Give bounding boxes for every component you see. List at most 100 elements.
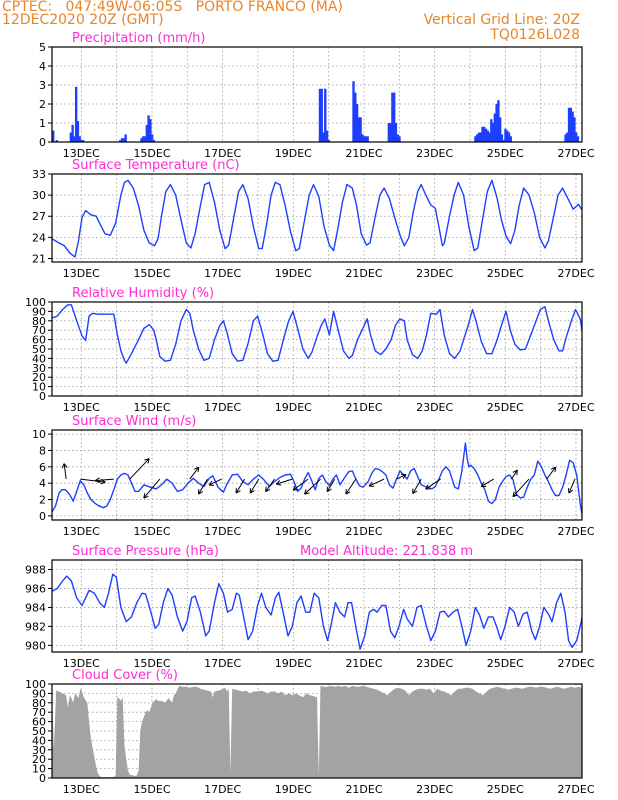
x-tick-label: 17DEC bbox=[204, 525, 241, 538]
y-tick-label: 21 bbox=[32, 252, 46, 265]
x-tick-label: 27DEC bbox=[557, 657, 594, 670]
cloud-cover-area bbox=[52, 685, 582, 778]
x-tick-label: 27DEC bbox=[557, 267, 594, 280]
wind-arrow-head bbox=[345, 489, 351, 495]
y-tick-label: 50 bbox=[32, 343, 46, 356]
precipitation-bar bbox=[396, 134, 399, 142]
x-tick-label: 17DEC bbox=[204, 783, 241, 796]
precipitation-bar bbox=[573, 117, 576, 142]
wind-arrow-head bbox=[61, 463, 68, 469]
panel-title: Cloud Cover (%) bbox=[72, 668, 178, 683]
y-tick-label: 0 bbox=[39, 136, 46, 149]
y-tick-label: 27 bbox=[32, 210, 46, 223]
wind-vector-arrow bbox=[63, 463, 67, 480]
wind-vector-arrow bbox=[510, 469, 518, 480]
precipitation-bar bbox=[322, 132, 325, 142]
x-tick-label: 19DEC bbox=[275, 267, 312, 280]
x-tick-label: 25DEC bbox=[487, 657, 524, 670]
precipitation-bar bbox=[69, 132, 73, 142]
precipitation-bar bbox=[354, 92, 357, 142]
precipitation-bar bbox=[502, 140, 505, 142]
precipitation-bar bbox=[509, 136, 512, 142]
wind-vector-arrow bbox=[143, 478, 161, 499]
y-tick-label: 988 bbox=[25, 563, 46, 576]
x-tick-label: 27DEC bbox=[557, 783, 594, 796]
precipitation-bar bbox=[152, 140, 156, 142]
x-tick-label: 25DEC bbox=[487, 267, 524, 280]
wind-vector-arrow bbox=[95, 478, 114, 482]
panel-title: Surface Wind (m/s) bbox=[72, 414, 196, 429]
precipitation-bar bbox=[361, 134, 364, 142]
wind-vector-arrow bbox=[249, 478, 260, 494]
precipitation-bar bbox=[119, 140, 122, 142]
y-tick-label: 4 bbox=[39, 477, 46, 490]
x-tick-label: 19DEC bbox=[275, 147, 312, 160]
wind-vector-arrow bbox=[368, 478, 385, 487]
x-tick-label: 23DEC bbox=[416, 525, 453, 538]
precipitation-bar bbox=[495, 104, 498, 142]
wind-arrow-head bbox=[400, 473, 407, 479]
precipitation-bar bbox=[507, 132, 511, 142]
panel-temperature: 21 24 27 30 33 13DEC 15DEC 17DEC 19DEC 21DEC 23DEC… bbox=[32, 158, 595, 280]
y-tick-label: 30 bbox=[32, 744, 46, 757]
y-tick-label: 4 bbox=[39, 60, 46, 73]
precipitation-bar bbox=[142, 136, 145, 142]
y-tick-label: 70 bbox=[32, 706, 46, 719]
y-tick-label: 0 bbox=[39, 510, 46, 523]
x-tick-label: 23DEC bbox=[416, 401, 453, 414]
wind-arrow-head bbox=[292, 485, 299, 491]
precipitation-bar bbox=[359, 117, 362, 142]
wind-vector-arrow bbox=[276, 478, 293, 485]
precipitation-bar bbox=[564, 134, 567, 142]
precipitation-bar bbox=[327, 140, 330, 142]
x-tick-label: 15DEC bbox=[133, 783, 170, 796]
precipitation-bar bbox=[576, 136, 580, 142]
wind-line bbox=[52, 442, 582, 515]
x-tick-label: 23DEC bbox=[416, 267, 453, 280]
model-altitude-label: Model Altitude: 221.838 m bbox=[300, 544, 473, 559]
panel-wind: 0 2 4 6 8 10 13DEC 15DEC 17DEC 19DEC 21DEC 23DEC 25D… bbox=[32, 414, 595, 538]
wind-arrow-head bbox=[193, 466, 200, 473]
precipitation-bar bbox=[481, 126, 484, 142]
x-tick-label: 23DEC bbox=[416, 147, 453, 160]
y-tick-label: 80 bbox=[32, 697, 46, 710]
precipitation-bar bbox=[122, 138, 126, 142]
y-tick-label: 20 bbox=[32, 371, 46, 384]
wind-vector-arrow bbox=[425, 478, 441, 490]
panel-frame bbox=[51, 173, 583, 263]
y-tick-label: 10 bbox=[32, 428, 46, 441]
x-tick-label: 13DEC bbox=[63, 147, 100, 160]
wind-arrow-head bbox=[480, 482, 487, 488]
precipitation-bar bbox=[320, 88, 323, 142]
precipitation-bar bbox=[497, 100, 500, 142]
y-tick-label: 100 bbox=[25, 296, 46, 309]
wind-vector-arrow bbox=[189, 466, 200, 480]
wind-vector-arrow bbox=[129, 458, 150, 480]
panel-pressure: 980 982 984 986 988 13DEC 15DEC 17DEC 19DEC 21DEC… bbox=[25, 544, 595, 670]
precipitation-bar bbox=[574, 132, 578, 142]
precipitation-bar bbox=[82, 140, 85, 142]
y-tick-label: 24 bbox=[32, 231, 46, 244]
precipitation-bar bbox=[486, 130, 489, 142]
wind-vector-arrow bbox=[345, 478, 357, 495]
precipitation-bar bbox=[392, 92, 396, 142]
y-tick-label: 0 bbox=[39, 772, 46, 785]
precipitation-bar bbox=[71, 124, 74, 142]
x-tick-label: 19DEC bbox=[275, 657, 312, 670]
precipitation-bar bbox=[569, 107, 573, 142]
wind-arrow-head bbox=[249, 488, 255, 494]
y-tick-label: 6 bbox=[39, 461, 46, 474]
precipitation-bar bbox=[352, 81, 355, 142]
precipitation-bar bbox=[490, 119, 493, 142]
x-tick-label: 25DEC bbox=[487, 783, 524, 796]
wind-vector-arrow bbox=[235, 478, 245, 494]
precipitation-bar bbox=[76, 121, 80, 142]
wind-vector-arrow bbox=[198, 478, 208, 495]
precipitation-bar bbox=[357, 117, 361, 142]
y-tick-label: 8 bbox=[39, 444, 46, 457]
x-tick-label: 25DEC bbox=[487, 525, 524, 538]
precipitation-bar bbox=[55, 140, 58, 142]
y-tick-label: 1 bbox=[39, 117, 46, 130]
precipitation-bar bbox=[149, 119, 152, 142]
wind-arrow-head bbox=[95, 477, 101, 484]
